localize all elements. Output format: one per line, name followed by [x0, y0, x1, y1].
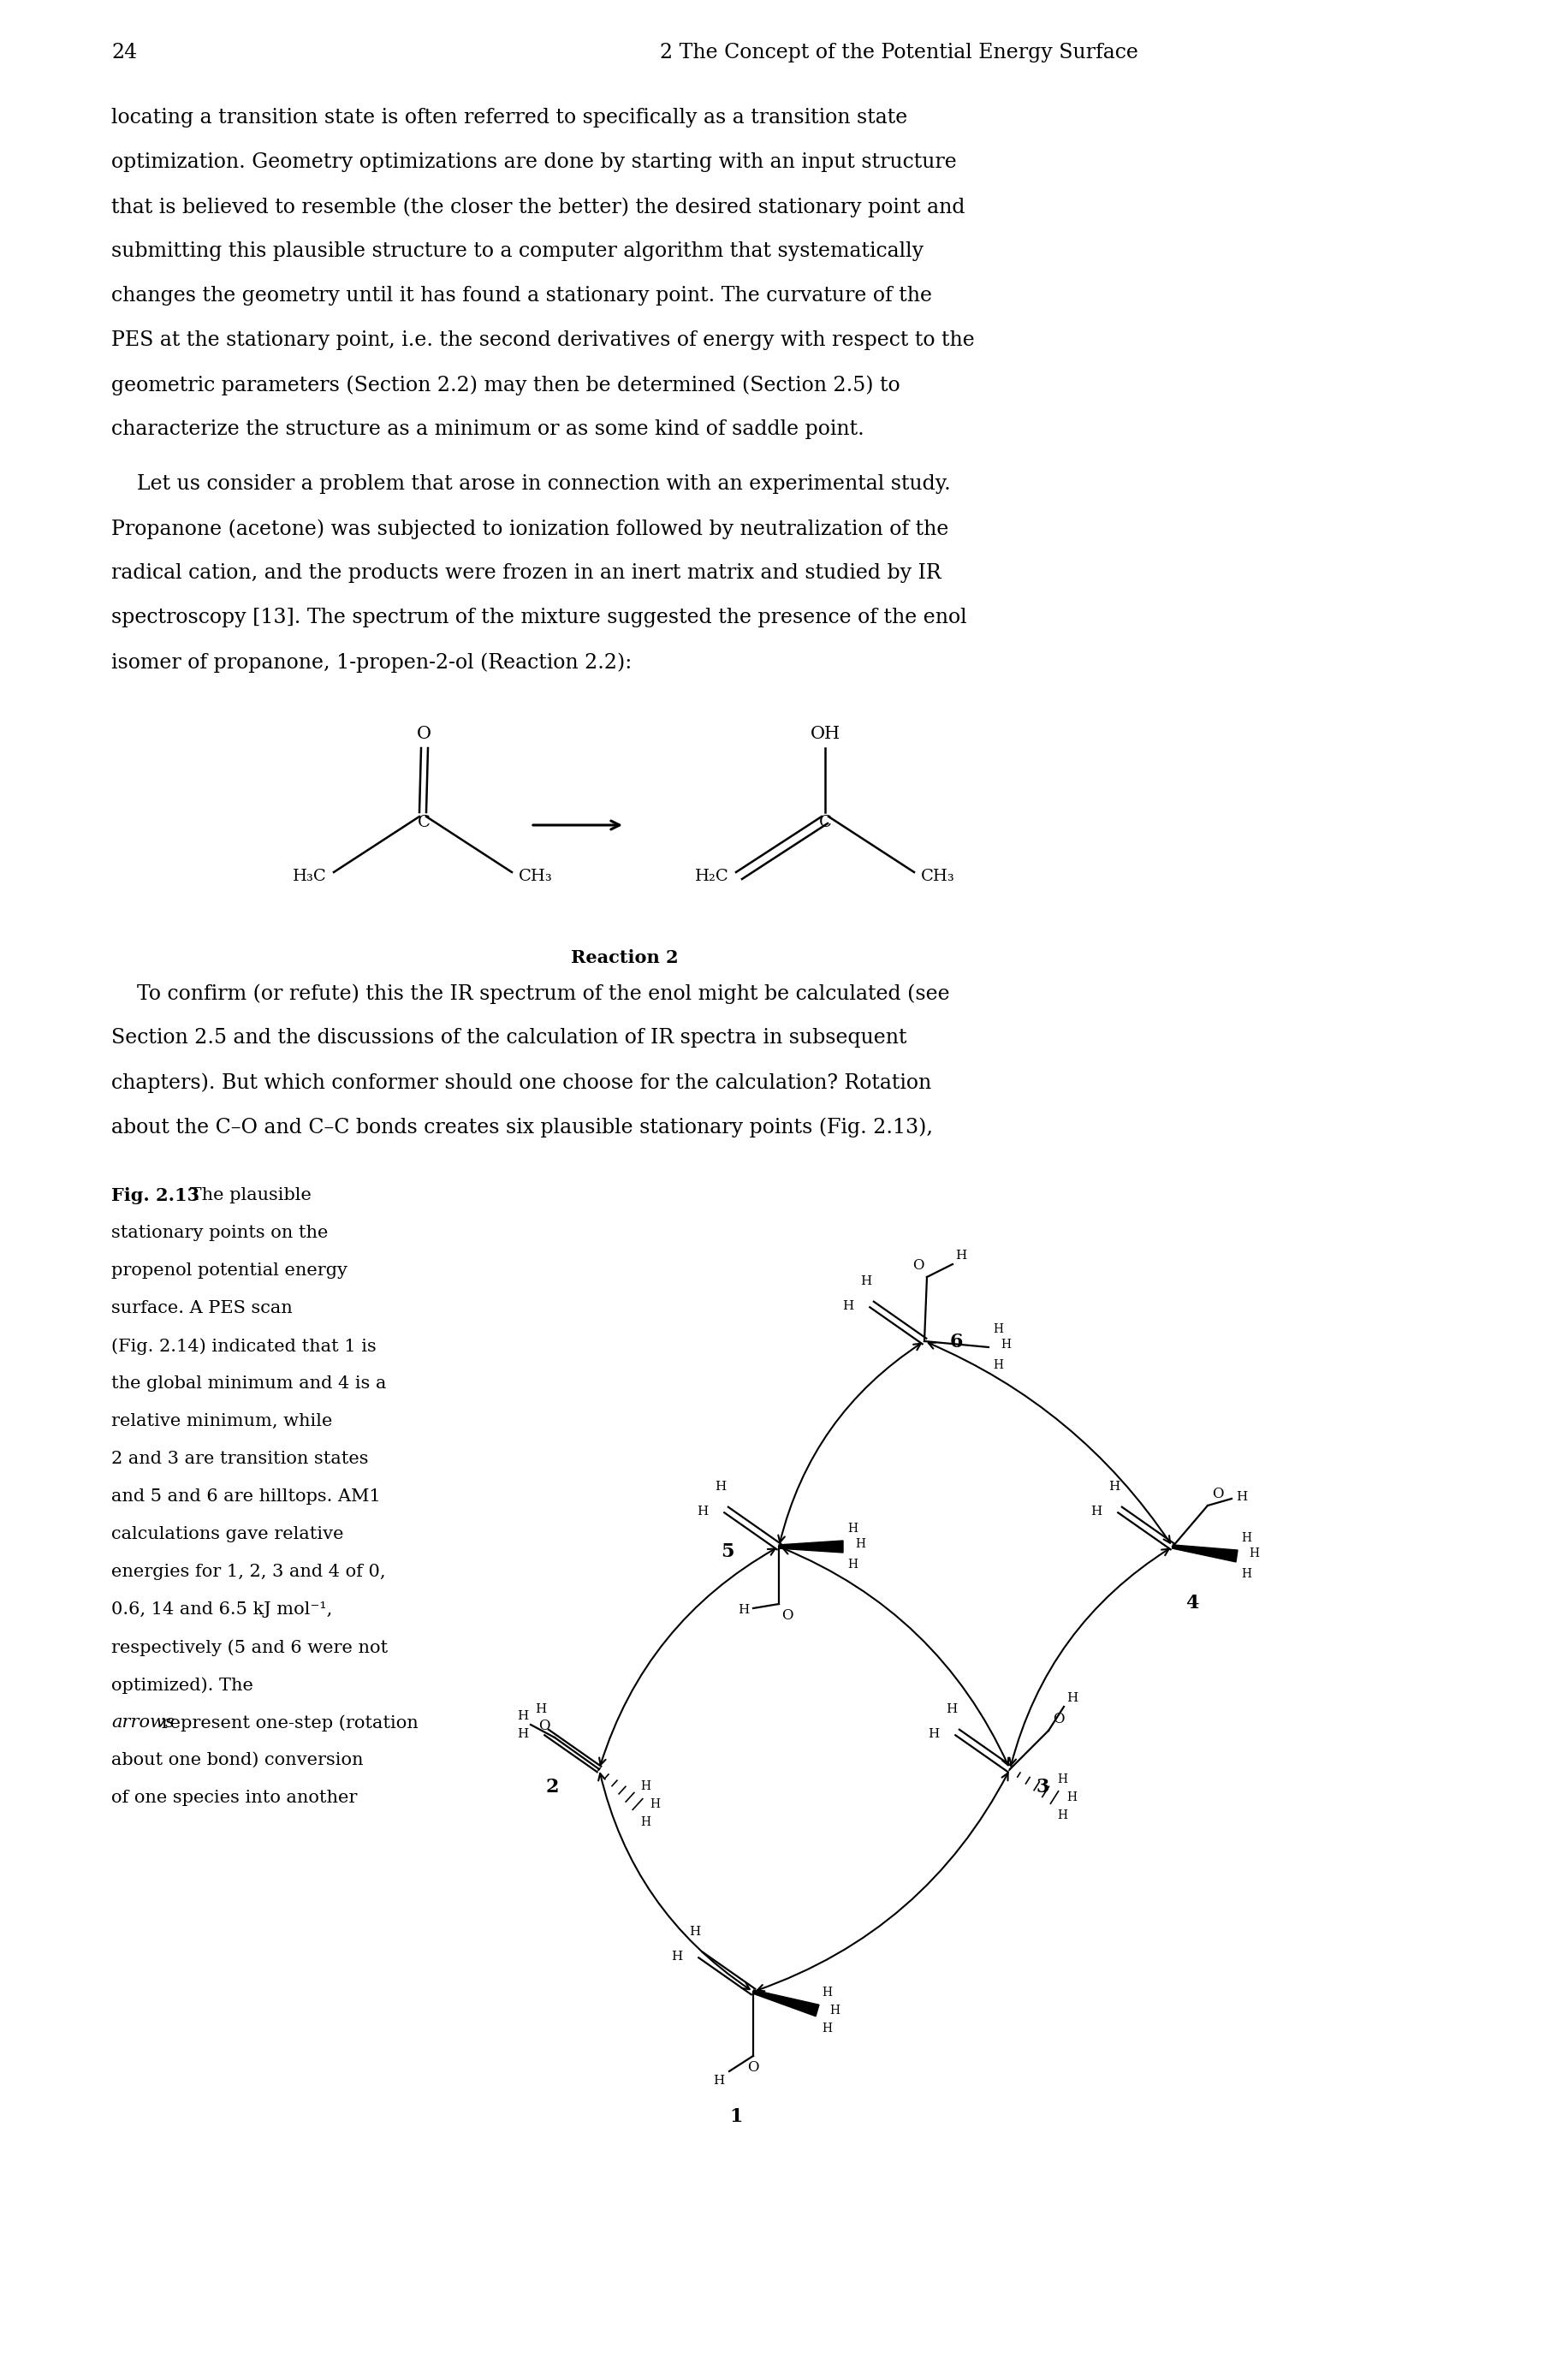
Text: H: H — [649, 1799, 660, 1811]
Text: H: H — [640, 1780, 651, 1792]
Text: H: H — [842, 1300, 853, 1312]
Text: 6: 6 — [950, 1333, 963, 1352]
Text: H: H — [1236, 1492, 1247, 1504]
Polygon shape — [753, 1991, 818, 2017]
Text: H: H — [640, 1815, 651, 1827]
Text: (Fig. 2.14) indicated that 1 is: (Fig. 2.14) indicated that 1 is — [111, 1338, 376, 1354]
Text: H: H — [946, 1704, 956, 1715]
Text: H: H — [517, 1711, 528, 1723]
Text: PES at the stationary point, i.e. the second derivatives of energy with respect : PES at the stationary point, i.e. the se… — [111, 330, 975, 349]
Text: H: H — [737, 1604, 750, 1616]
Text: radical cation, and the products were frozen in an inert matrix and studied by I: radical cation, and the products were fr… — [111, 563, 941, 582]
Text: 2 The Concept of the Potential Energy Surface: 2 The Concept of the Potential Energy Su… — [660, 43, 1138, 62]
Text: H: H — [822, 2022, 833, 2034]
Text: H: H — [1109, 1480, 1120, 1492]
Text: H: H — [1066, 1792, 1077, 1803]
Text: about the C–O and C–C bonds creates six plausible stationary points (Fig. 2.13),: about the C–O and C–C bonds creates six … — [111, 1117, 933, 1138]
Text: H: H — [1066, 1692, 1077, 1704]
Text: 3: 3 — [1035, 1777, 1049, 1796]
Text: and 5 and 6 are hilltops. AM1: and 5 and 6 are hilltops. AM1 — [111, 1487, 381, 1504]
Text: H: H — [1057, 1772, 1068, 1784]
Text: submitting this plausible structure to a computer algorithm that systematically: submitting this plausible structure to a… — [111, 242, 924, 261]
Text: To confirm (or refute) this the IR spectrum of the enol might be calculated (see: To confirm (or refute) this the IR spect… — [111, 984, 950, 1003]
Text: propenol potential energy: propenol potential energy — [111, 1262, 348, 1278]
Text: H: H — [671, 1951, 682, 1963]
Text: locating a transition state is often referred to specifically as a transition st: locating a transition state is often ref… — [111, 107, 908, 128]
Text: isomer of propanone, 1-propen-2-ol (Reaction 2.2):: isomer of propanone, 1-propen-2-ol (Reac… — [111, 651, 632, 672]
Text: geometric parameters (Section 2.2) may then be determined (Section 2.5) to: geometric parameters (Section 2.2) may t… — [111, 375, 900, 394]
Text: spectroscopy [13]. The spectrum of the mixture suggested the presence of the eno: spectroscopy [13]. The spectrum of the m… — [111, 608, 967, 627]
Text: H: H — [829, 2005, 839, 2017]
Text: O: O — [781, 1609, 793, 1623]
Text: 1: 1 — [729, 2108, 743, 2127]
Text: The plausible: The plausible — [183, 1188, 312, 1202]
Polygon shape — [1173, 1544, 1237, 1561]
Text: O: O — [748, 2060, 759, 2074]
Text: the global minimum and 4 is a: the global minimum and 4 is a — [111, 1376, 386, 1392]
Text: OH: OH — [811, 725, 840, 741]
Text: chapters). But which conformer should one choose for the calculation? Rotation: chapters). But which conformer should on… — [111, 1072, 931, 1093]
Text: O: O — [1052, 1711, 1065, 1727]
Text: respectively (5 and 6 were not: respectively (5 and 6 were not — [111, 1639, 387, 1656]
Text: H: H — [713, 2074, 724, 2086]
Text: C: C — [417, 815, 430, 829]
Text: 0.6, 14 and 6.5 kJ mol⁻¹,: 0.6, 14 and 6.5 kJ mol⁻¹, — [111, 1601, 332, 1618]
Text: of one species into another: of one species into another — [111, 1789, 358, 1806]
Text: H: H — [847, 1559, 858, 1571]
Text: H: H — [1057, 1811, 1068, 1822]
Text: O: O — [913, 1259, 925, 1274]
Text: arrows: arrows — [111, 1715, 174, 1730]
Text: H: H — [1248, 1547, 1259, 1559]
Text: CH₃: CH₃ — [519, 870, 552, 884]
Text: Section 2.5 and the discussions of the calculation of IR spectra in subsequent: Section 2.5 and the discussions of the c… — [111, 1029, 906, 1048]
Text: H: H — [955, 1250, 966, 1262]
Text: Let us consider a problem that arose in connection with an experimental study.: Let us consider a problem that arose in … — [111, 475, 950, 494]
Text: optimization. Geometry optimizations are done by starting with an input structur: optimization. Geometry optimizations are… — [111, 152, 956, 171]
Text: H: H — [847, 1523, 858, 1535]
Text: H: H — [535, 1704, 546, 1715]
Text: H: H — [993, 1323, 1004, 1335]
Text: H: H — [1240, 1568, 1251, 1580]
Text: changes the geometry until it has found a stationary point. The curvature of the: changes the geometry until it has found … — [111, 285, 931, 307]
Text: 24: 24 — [111, 43, 136, 62]
Polygon shape — [779, 1540, 844, 1552]
Text: Reaction 2: Reaction 2 — [571, 948, 679, 967]
Text: Propanone (acetone) was subjected to ionization followed by neutralization of th: Propanone (acetone) was subjected to ion… — [111, 518, 949, 539]
Text: H₃C: H₃C — [293, 870, 328, 884]
Text: H: H — [859, 1276, 872, 1288]
Text: H: H — [822, 1986, 833, 1998]
Text: relative minimum, while: relative minimum, while — [111, 1414, 332, 1430]
Text: optimized). The: optimized). The — [111, 1677, 259, 1694]
Text: calculations gave relative: calculations gave relative — [111, 1525, 343, 1542]
Text: 5: 5 — [721, 1542, 734, 1561]
Text: O: O — [417, 725, 431, 741]
Text: H: H — [993, 1359, 1004, 1371]
Text: characterize the structure as a minimum or as some kind of saddle point.: characterize the structure as a minimum … — [111, 421, 864, 440]
Text: H: H — [928, 1727, 939, 1742]
Text: H: H — [1090, 1506, 1102, 1518]
Text: that is believed to resemble (the closer the better) the desired stationary poin: that is believed to resemble (the closer… — [111, 197, 964, 216]
Text: Fig. 2.13: Fig. 2.13 — [111, 1188, 199, 1205]
Text: CH₃: CH₃ — [920, 870, 955, 884]
Text: represent one-step (rotation: represent one-step (rotation — [155, 1715, 419, 1732]
Text: H: H — [1000, 1338, 1011, 1350]
Text: 2 and 3 are transition states: 2 and 3 are transition states — [111, 1452, 368, 1466]
Text: surface. A PES scan: surface. A PES scan — [111, 1300, 293, 1316]
Text: H: H — [1240, 1533, 1251, 1544]
Text: H: H — [696, 1506, 709, 1518]
Text: energies for 1, 2, 3 and 4 of 0,: energies for 1, 2, 3 and 4 of 0, — [111, 1563, 386, 1580]
Text: H: H — [517, 1727, 528, 1742]
Text: stationary points on the: stationary points on the — [111, 1224, 328, 1240]
Text: H: H — [855, 1537, 866, 1549]
Text: about one bond) conversion: about one bond) conversion — [111, 1751, 364, 1768]
Text: H: H — [715, 1480, 726, 1492]
Text: H: H — [688, 1925, 699, 1939]
Text: C: C — [818, 815, 831, 829]
Text: O: O — [1212, 1487, 1223, 1502]
Text: H₂C: H₂C — [695, 870, 729, 884]
Text: 4: 4 — [1185, 1594, 1198, 1613]
Text: O: O — [539, 1718, 550, 1732]
Text: 2: 2 — [546, 1777, 558, 1796]
